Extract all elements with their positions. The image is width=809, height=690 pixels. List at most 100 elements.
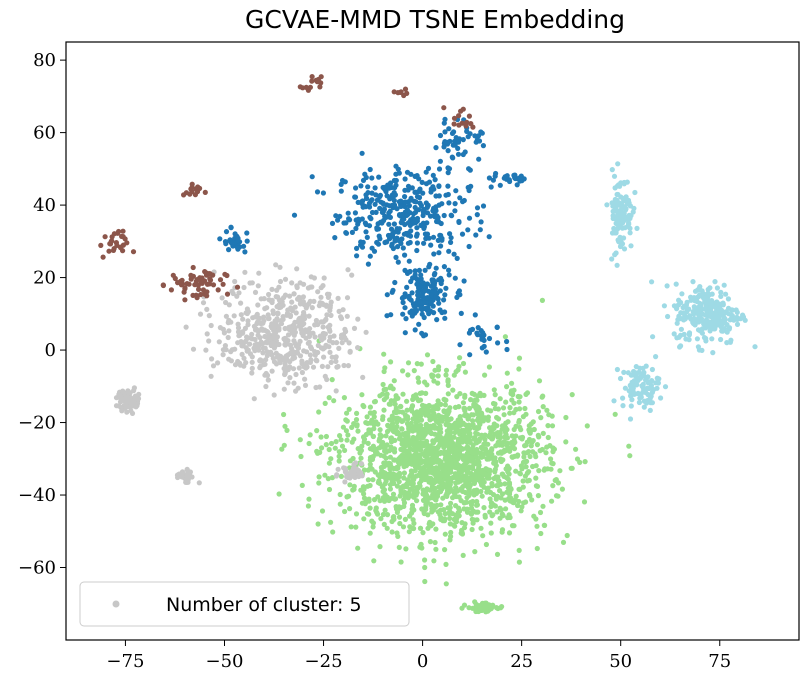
scatter-point [353,460,359,466]
scatter-point [616,239,622,245]
scatter-point [414,498,420,504]
scatter-point [402,330,408,336]
scatter-point [262,306,268,312]
scatter-point [616,209,622,215]
scatter-point [358,470,364,476]
scatter-point [421,429,427,435]
scatter-point [244,334,250,340]
scatter-point [190,264,196,271]
scatter-point [541,467,547,473]
scatter-point [127,390,133,396]
scatter-point [718,293,724,299]
scatter-point [219,295,225,301]
scatter-point [636,399,643,406]
scatter-point [332,445,338,451]
scatter-point [487,509,493,515]
scatter-point [445,191,451,198]
scatter-point [264,340,270,346]
scatter-point [120,228,126,234]
scatter-point [444,432,450,438]
scatter-point [499,423,506,429]
scatter-point [234,284,241,290]
scatter-point [393,171,399,177]
scatter-point [360,484,366,490]
scatter-point [293,371,299,378]
scatter-point [394,483,400,489]
scatter-point [358,455,364,461]
scatter-point [433,204,439,210]
scatter-point [204,331,210,337]
scatter-point [276,297,282,303]
scatter-point [342,179,348,185]
scatter-point [260,345,266,351]
scatter-point [526,492,533,498]
scatter-point [424,352,431,358]
scatter-point [734,321,741,327]
scatter-point [235,245,241,251]
scatter-point [474,425,480,431]
scatter-point [395,259,401,265]
scatter-point [405,495,411,501]
scatter-point [453,451,459,457]
scatter-point [319,337,325,343]
scatter-point [504,338,510,345]
scatter-point [226,356,232,362]
scatter-point [503,399,509,405]
scatter-point [189,181,195,187]
scatter-point [485,451,491,457]
scatter-point [479,481,485,487]
scatter-point [209,356,215,362]
scatter-point [409,403,415,409]
scatter-point [122,236,128,242]
scatter-point [435,490,441,496]
scatter-point [449,511,456,517]
scatter-point [347,506,353,512]
scatter-point [392,496,398,502]
scatter-point [196,286,202,292]
scatter-point [257,358,263,364]
scatter-point [444,455,450,461]
scatter-point [447,537,453,543]
scatter-point [506,495,512,502]
scatter-point [375,480,381,486]
scatter-point [359,150,365,156]
scatter-point [445,183,451,189]
scatter-point [690,319,696,326]
scatter-point [423,491,429,497]
scatter-point [282,423,288,429]
scatter-point [500,405,507,411]
scatter-point [401,500,408,506]
scatter-point [464,495,470,501]
scatter-point [370,477,376,483]
scatter-point [334,472,340,478]
scatter-point [473,232,479,238]
scatter-point [471,436,478,442]
y-tick-label: 80 [33,50,56,71]
scatter-point [502,334,508,340]
scatter-point [422,564,428,571]
scatter-point [344,437,350,443]
scatter-point [690,309,696,315]
scatter-point [614,262,620,268]
scatter-point [291,291,297,297]
scatter-point [345,210,351,216]
scatter-point [353,225,359,232]
scatter-point [499,491,506,497]
scatter-point [415,472,421,478]
scatter-point [299,358,305,364]
scatter-point [469,412,475,418]
scatter-point [647,407,653,413]
scatter-point [200,300,207,306]
scatter-point [384,442,390,448]
scatter-point [355,428,361,434]
scatter-point [179,473,185,479]
scatter-point [367,482,373,489]
scatter-point [511,426,517,433]
scatter-point [442,309,448,315]
scatter-point [280,302,286,308]
scatter-point [582,459,588,465]
scatter-point [424,454,430,461]
scatter-point [515,502,521,509]
scatter-point [354,253,360,259]
scatter-point [220,352,226,358]
